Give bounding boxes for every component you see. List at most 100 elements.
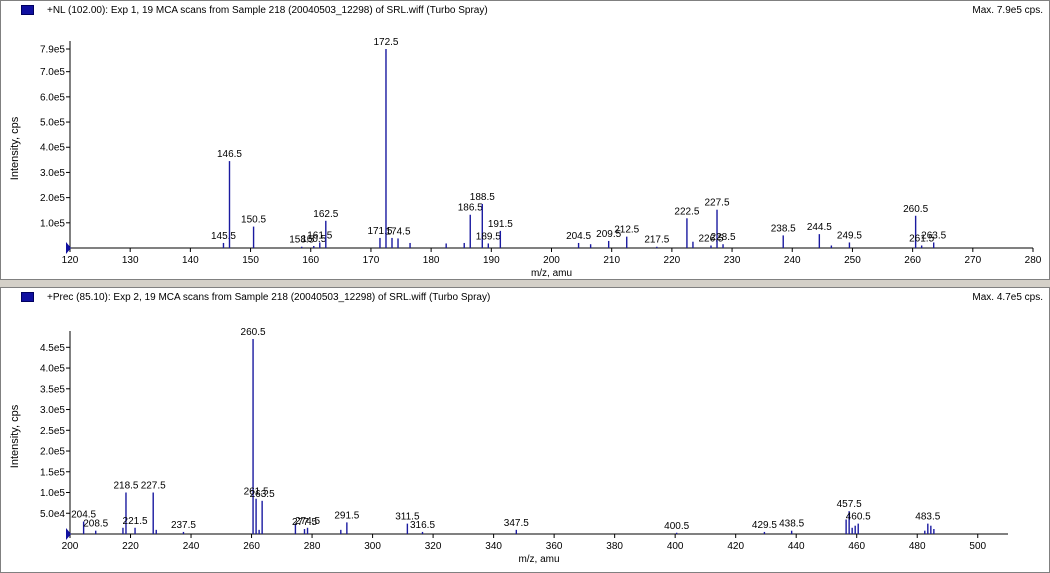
peak-label: 263.5 [921, 230, 946, 241]
peak-label: 204.5 [566, 231, 591, 242]
x-tick-label: 320 [425, 541, 442, 552]
y-axis-label: Intensity, cps [9, 404, 21, 468]
peak-label: 161.5 [307, 230, 332, 241]
x-tick-label: 240 [784, 255, 801, 266]
peak-label: 249.5 [837, 230, 862, 241]
peak-label: 158.5 [289, 235, 314, 246]
peak-label: 191.5 [488, 219, 513, 230]
peak-label: 483.5 [915, 512, 940, 523]
y-tick-label: 4.0e5 [40, 143, 65, 154]
max-intensity-label: Max. 4.7e5 cps. [972, 292, 1043, 303]
peak-label: 160.5 [301, 234, 326, 245]
x-tick-label: 250 [844, 255, 861, 266]
peak-label: 217.5 [644, 235, 669, 246]
peak-label: 244.5 [807, 222, 832, 233]
y-tick-label: 3.0e5 [40, 405, 65, 416]
x-tick-label: 500 [969, 541, 986, 552]
y-tick-label: 4.0e5 [40, 364, 65, 375]
y-tick-label: 2.0e5 [40, 193, 65, 204]
peak-label: 218.5 [113, 481, 138, 492]
peak-label: 228.5 [711, 232, 736, 243]
y-tick-label: 5.0e4 [40, 509, 65, 520]
max-intensity-label: Max. 7.9e5 cps. [972, 5, 1043, 16]
peak-label: 438.5 [779, 519, 804, 530]
x-tick-label: 220 [664, 255, 681, 266]
peak-label: 150.5 [241, 215, 266, 226]
y-axis-label: Intensity, cps [9, 116, 21, 180]
origin-marker [66, 528, 71, 540]
x-tick-label: 400 [667, 541, 684, 552]
x-tick-label: 190 [483, 255, 500, 266]
x-tick-label: 420 [727, 541, 744, 552]
y-tick-label: 5.0e5 [40, 118, 65, 129]
x-axis-label: m/z, amu [518, 554, 559, 565]
peak-label: 188.5 [470, 192, 495, 203]
peak-label: 291.5 [334, 510, 359, 521]
peak-label: 260.5 [241, 327, 266, 338]
peak-label: 186.5 [458, 203, 483, 214]
peak-label: 263.5 [250, 489, 275, 500]
x-tick-label: 480 [909, 541, 926, 552]
y-tick-label: 1.0e5 [40, 218, 65, 229]
x-tick-label: 380 [606, 541, 623, 552]
peak-label: 209.5 [596, 229, 621, 240]
peak-label: 260.5 [903, 204, 928, 215]
x-tick-label: 180 [423, 255, 440, 266]
x-tick-label: 260 [243, 541, 260, 552]
y-tick-label: 7.0e5 [40, 67, 65, 78]
y-tick-label: 1.5e5 [40, 467, 65, 478]
peak-label: 238.5 [771, 223, 796, 234]
peak-label: 171.5 [367, 226, 392, 237]
panel-title: +NL (102.00): Exp 1, 19 MCA scans from S… [47, 5, 488, 16]
x-tick-label: 230 [724, 255, 741, 266]
peak-label: 457.5 [837, 499, 862, 510]
x-tick-label: 460 [848, 541, 865, 552]
peak-label: 277.5 [292, 517, 317, 528]
x-tick-label: 160 [302, 255, 319, 266]
y-tick-label: 2.5e5 [40, 426, 65, 437]
y-tick-label: 6.0e5 [40, 92, 65, 103]
spectrum-plot-1[interactable]: 1.0e5 2.0e5 3.0e5 4.0e5 5.0e5 6.0e5 7.0e5 7.9e5… [1, 1, 1049, 279]
x-tick-label: 440 [788, 541, 805, 552]
y-tick-label: 1.0e5 [40, 488, 65, 499]
x-tick-label: 220 [122, 541, 139, 552]
peak-label: 311.5 [395, 512, 420, 523]
peak-label: 274.5 [295, 516, 320, 527]
y-tick-label: 7.9e5 [40, 45, 65, 56]
y-tick-label: 4.5e5 [40, 343, 65, 354]
x-tick-label: 170 [363, 255, 380, 266]
x-tick-label: 240 [183, 541, 200, 552]
spectrum-panel-1: +NL (102.00): Exp 1, 19 MCA scans from S… [0, 0, 1050, 280]
x-tick-label: 280 [1025, 255, 1042, 266]
x-tick-label: 340 [485, 541, 502, 552]
x-tick-label: 200 [62, 541, 79, 552]
peak-label: 162.5 [313, 209, 338, 220]
origin-marker [66, 242, 71, 254]
spectrum-plot-2[interactable]: 5.0e4 1.0e5 1.5e5 2.0e5 2.5e5 3.0e5 3.5e5 4.0e5… [1, 288, 1049, 572]
peak-label: 226.5 [698, 233, 723, 244]
legend-swatch[interactable] [21, 292, 34, 302]
x-tick-label: 270 [964, 255, 981, 266]
panel-title: +Prec (85.10): Exp 2, 19 MCA scans from … [47, 292, 491, 303]
peak-label: 189.5 [476, 231, 501, 242]
peak-label: 316.5 [410, 520, 435, 531]
peak-label: 429.5 [752, 520, 777, 531]
peak-label: 227.5 [141, 481, 166, 492]
peak-label: 208.5 [83, 519, 108, 530]
x-tick-label: 360 [546, 541, 563, 552]
peak-label: 212.5 [614, 225, 639, 236]
peak-label: 400.5 [664, 521, 689, 532]
x-tick-label: 300 [364, 541, 381, 552]
peak-label: 347.5 [504, 518, 529, 529]
legend-swatch[interactable] [21, 5, 34, 15]
peak-label: 222.5 [674, 206, 699, 217]
peak-label: 145.5 [211, 231, 236, 242]
x-tick-label: 140 [182, 255, 199, 266]
y-tick-label: 2.0e5 [40, 447, 65, 458]
peak-label: 174.5 [386, 226, 411, 237]
x-tick-label: 210 [603, 255, 620, 266]
peak-label: 146.5 [217, 149, 242, 160]
peak-label: 460.5 [846, 512, 871, 523]
peak-label: 221.5 [123, 516, 148, 527]
y-tick-label: 3.0e5 [40, 168, 65, 179]
